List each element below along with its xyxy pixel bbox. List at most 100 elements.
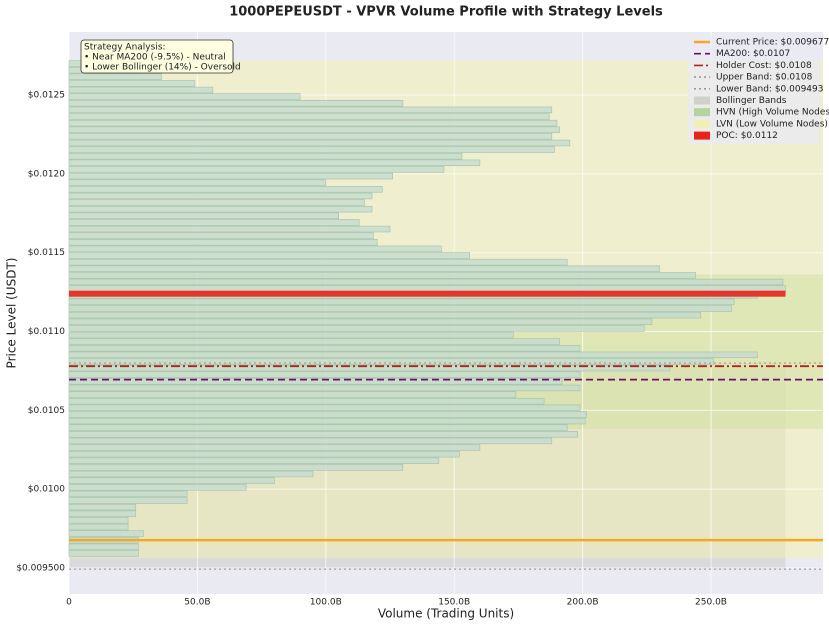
volume-bar (68, 351, 758, 359)
volume-bar (68, 523, 129, 531)
volume-bar (68, 503, 137, 511)
volume-bar (68, 484, 247, 491)
y-tick-label: $0.0115 (28, 248, 65, 258)
annotation-text: Strategy Analysis: (84, 43, 166, 53)
x-axis-label: Volume (Trading Units) (378, 607, 514, 621)
y-axis-label: Price Level (USDT) (5, 258, 19, 369)
annotation-text: • Lower Bollinger (14%) - Oversold (84, 63, 241, 73)
annotation-box (80, 39, 234, 74)
volume-bar (68, 199, 365, 206)
volume-bar (68, 404, 581, 412)
volume-bar (68, 278, 784, 286)
annotation: Strategy Analysis:• Near MA200 (-9.5%) -… (80, 39, 241, 74)
y-tick-label: $0.0120 (28, 169, 65, 179)
volume-bar (68, 285, 786, 292)
x-tick-label: 250.0B (695, 598, 727, 608)
annotation-text: • Near MA200 (-9.5%) - Neutral (84, 53, 226, 63)
volume-bar (68, 371, 581, 378)
volume-bar (68, 298, 735, 306)
level-lines (69, 290, 823, 570)
y-tick-label: $0.0105 (28, 406, 65, 416)
volume-bar (68, 311, 702, 319)
volume-bar (68, 265, 660, 272)
volume-bar (68, 305, 732, 312)
volume-bar (68, 437, 553, 445)
volume-bar (68, 73, 162, 80)
volume-bar (68, 146, 555, 153)
y-tick-label: $0.0110 (28, 327, 65, 337)
volume-bar (68, 391, 517, 398)
volume-bar (68, 457, 440, 465)
volume-bar (68, 93, 301, 100)
volume-bar (68, 397, 545, 405)
volume-bar (68, 119, 558, 127)
volume-bar (68, 470, 314, 478)
volume-bar (68, 358, 714, 365)
volume-bar (68, 272, 696, 279)
x-tick-label: 150.0B (438, 598, 470, 608)
volume-bar (68, 166, 445, 173)
volume-bar (68, 258, 568, 266)
volume-bar (68, 464, 404, 471)
volume-bar (68, 153, 463, 160)
volume-bar (68, 186, 383, 193)
volume-bar (68, 431, 578, 438)
volume-bar (68, 411, 587, 418)
volume-bar (68, 232, 374, 239)
x-tick-label: 50.0B (184, 598, 210, 608)
volume-bar (68, 212, 339, 220)
legend-label: LVN (Low Volume Nodes) (716, 119, 828, 129)
x-tick-label: 200.0B (567, 598, 599, 608)
chart-title: 1000PEPEUSDT - VPVR Volume Profile with … (229, 5, 663, 20)
volume-bar (68, 331, 514, 339)
volume-bar (68, 113, 550, 120)
volume-bar (68, 444, 481, 451)
volume-bar (68, 424, 568, 431)
volume-bar (68, 179, 327, 186)
y-tick-label: $0.0125 (28, 91, 65, 101)
volume-bar (68, 159, 481, 167)
volume-bar (68, 325, 645, 332)
legend-label: Holder Cost: $0.0108 (716, 61, 812, 71)
volume-bar (68, 318, 653, 325)
y-tick-label: $0.0100 (28, 485, 65, 495)
volume-bar (68, 530, 144, 537)
volume-bar (68, 510, 137, 517)
legend-label: POC: $0.0112 (716, 131, 778, 141)
volume-bar (68, 550, 139, 557)
volume-bar (68, 384, 581, 392)
volume-bar (68, 80, 196, 87)
legend-box (688, 36, 820, 144)
legend-swatch (694, 108, 710, 117)
legend-label: HVN (High Volume Nodes) (716, 108, 829, 118)
volume-bar (68, 543, 139, 551)
volume-bar (68, 126, 560, 133)
volume-bar (68, 345, 581, 352)
volume-bar (68, 490, 188, 498)
volume-bar (68, 106, 553, 114)
volume-bar (68, 192, 373, 200)
volume-bar (68, 205, 373, 213)
volume-bar (68, 86, 214, 94)
volume-bar (68, 252, 470, 259)
volume-bar (68, 497, 188, 504)
legend-swatch (694, 96, 710, 105)
x-tick-label: 0 (66, 598, 72, 608)
volume-bar (68, 100, 404, 107)
volume-bar (68, 139, 571, 147)
legend-swatch (694, 131, 710, 140)
legend-label: Upper Band: $0.0108 (716, 73, 813, 83)
volume-bar (68, 364, 671, 372)
volume-bar (68, 245, 442, 253)
volume-bar (68, 225, 391, 233)
legend-label: MA200: $0.0107 (716, 49, 790, 59)
volume-bar (68, 378, 563, 385)
volume-bar (68, 477, 275, 484)
volume-bar (68, 172, 393, 180)
volume-bar (68, 239, 378, 246)
legend-label: Bollinger Bands (716, 96, 787, 106)
legend-label: Current Price: $0.009677 (716, 38, 829, 48)
volume-bar (68, 338, 560, 345)
